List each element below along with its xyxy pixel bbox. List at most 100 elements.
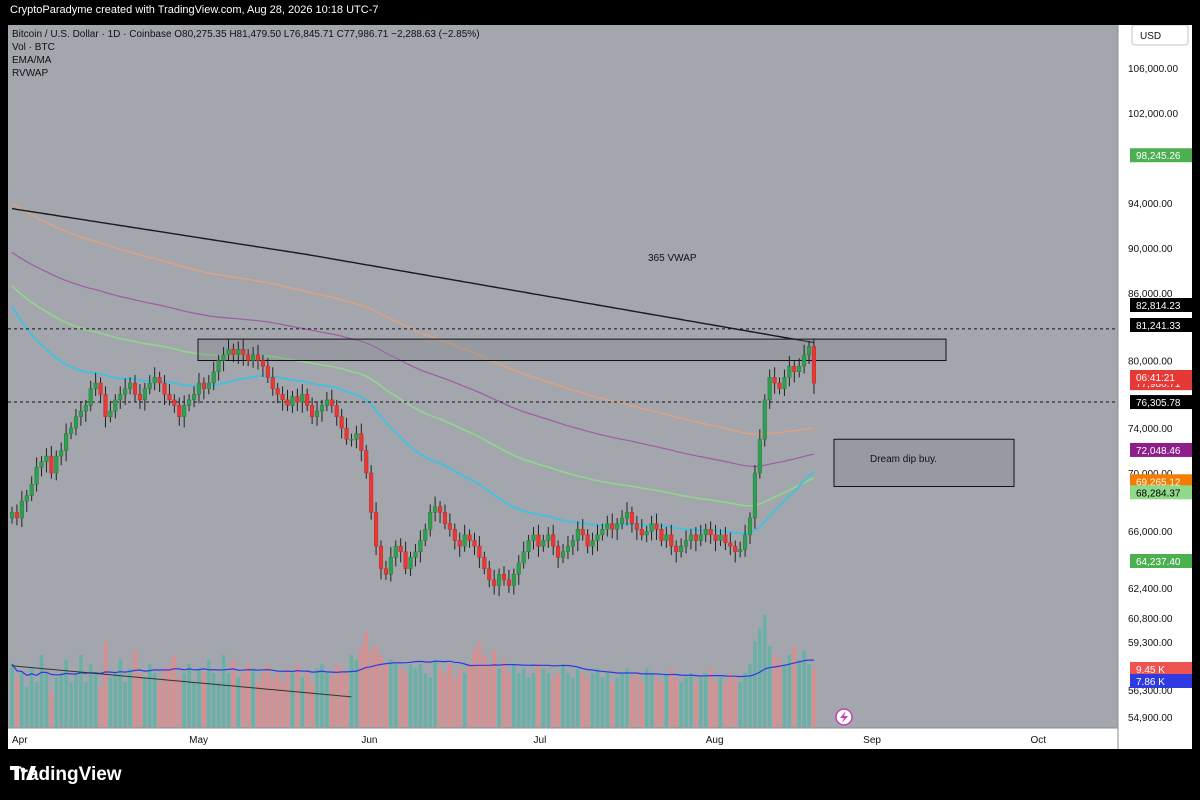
volume-bar	[369, 650, 373, 727]
volume-bar	[305, 673, 309, 727]
volume-bar	[236, 677, 241, 727]
time-axis-bg[interactable]	[8, 728, 1118, 749]
rvwap-legend[interactable]: RVWAP	[12, 68, 48, 79]
symbol-legend[interactable]: Bitcoin / U.S. Dollar · 1D · Coinbase O8…	[12, 29, 480, 40]
volume-bar	[782, 664, 787, 727]
candle-body	[452, 529, 457, 541]
candle-body	[605, 523, 610, 530]
ema-cyan-line	[11, 305, 815, 535]
candle-body	[73, 416, 79, 429]
annotation-boxes[interactable]	[197, 338, 1015, 487]
price-tick-label: 94,000.00	[1128, 199, 1173, 210]
vwap-label: 365 VWAP	[648, 253, 697, 264]
candle-body	[78, 410, 83, 417]
price-tag-label: 64,237.40	[1136, 557, 1181, 568]
volume-bar	[418, 664, 423, 727]
candle-body	[324, 399, 329, 406]
volume-bar	[270, 677, 275, 727]
candle-body	[68, 427, 74, 434]
price-chart[interactable]: 106,000.00 102,000.00 94,000.00 90,000.00 86…	[8, 25, 1192, 749]
volume-bar	[787, 655, 792, 727]
candle-body	[34, 467, 39, 485]
candle-body	[270, 377, 275, 389]
flash-icon[interactable]	[835, 708, 853, 726]
volume-bar	[354, 659, 359, 727]
candle-body	[177, 405, 182, 417]
volume-bar	[93, 673, 98, 727]
volume-bar	[113, 673, 118, 727]
volume-bar	[192, 682, 196, 727]
price-tick-label: 74,000.00	[1128, 424, 1173, 435]
volume-bar	[54, 677, 59, 727]
volume-bar	[477, 641, 482, 727]
candle-body	[600, 529, 605, 536]
candle-body	[147, 382, 152, 389]
volume-bar	[630, 677, 634, 727]
candle-body	[506, 579, 511, 586]
candle-body	[354, 433, 359, 440]
candle-body	[398, 545, 403, 552]
candle-body	[792, 365, 797, 372]
candle-body	[59, 450, 64, 457]
time-tick-label: Jun	[361, 735, 377, 746]
candle-body	[516, 562, 521, 575]
candle-body	[29, 484, 34, 496]
price-tag-label: 82,814.23	[1136, 301, 1181, 312]
price-tag-label: 68,284.37	[1136, 488, 1181, 499]
candle-body	[693, 534, 698, 541]
price-tag-label: 69,265.12	[1136, 477, 1181, 488]
candle-body	[708, 529, 713, 536]
candle-body	[403, 551, 408, 569]
candle-body	[314, 410, 320, 417]
volume-bar	[374, 646, 378, 727]
candle-body	[620, 517, 625, 524]
volume-bar	[758, 628, 762, 727]
time-tick-label: Jul	[534, 735, 547, 746]
price-tag-bg	[1130, 442, 1192, 457]
volume-bar	[290, 673, 295, 727]
volume-bar	[512, 664, 516, 727]
chart-frame[interactable]: 106,000.00 102,000.00 94,000.00 90,000.00 86…	[8, 25, 1192, 749]
price-tag-label: 98,245.26	[1136, 151, 1181, 162]
volume-bar	[516, 673, 521, 727]
volume-bar	[620, 673, 624, 727]
candle-body	[659, 529, 664, 541]
candle-body	[467, 534, 472, 541]
candle-body	[211, 371, 216, 384]
currency-button[interactable]	[1131, 25, 1189, 46]
volume-bar	[467, 664, 472, 727]
volume-bar	[453, 677, 457, 727]
volume-bar	[561, 664, 565, 727]
volume-bar	[20, 673, 24, 727]
volume-bar	[462, 673, 467, 727]
candle-body	[44, 455, 49, 462]
price-tick-label: 86,000.00	[1128, 289, 1173, 300]
price-tag-bg	[1130, 662, 1192, 676]
volume-bar	[202, 673, 206, 727]
volume-bar	[197, 668, 201, 727]
tradingview-icon	[10, 766, 36, 780]
candle-body	[782, 377, 787, 389]
candle-body	[339, 416, 344, 429]
volume-bar	[364, 632, 369, 727]
candle-body	[88, 388, 93, 406]
ma-green-line	[11, 285, 815, 507]
volume-bar	[571, 677, 575, 727]
price-tag-bg	[1130, 395, 1192, 410]
candle-body	[629, 512, 634, 524]
volume-bar	[138, 673, 142, 727]
tradingview-wordmark: TradingView	[10, 764, 122, 785]
volume-bar	[654, 677, 659, 727]
ema-legend[interactable]: EMA/MA	[12, 55, 52, 66]
candle-body	[639, 529, 644, 536]
candle-body	[654, 523, 659, 530]
candle-body	[24, 495, 29, 502]
currency-button-label[interactable]: USD	[1140, 31, 1161, 42]
volume-bar	[216, 682, 221, 727]
price-tick-label: 106,000.00	[1128, 64, 1178, 75]
time-tick-label: Aug	[706, 735, 724, 746]
vol-legend[interactable]: Vol · BTC	[12, 42, 55, 53]
tradingview-logo[interactable]: TradingView	[10, 764, 122, 786]
volume-bar	[600, 677, 605, 727]
volume-bar	[521, 668, 526, 727]
